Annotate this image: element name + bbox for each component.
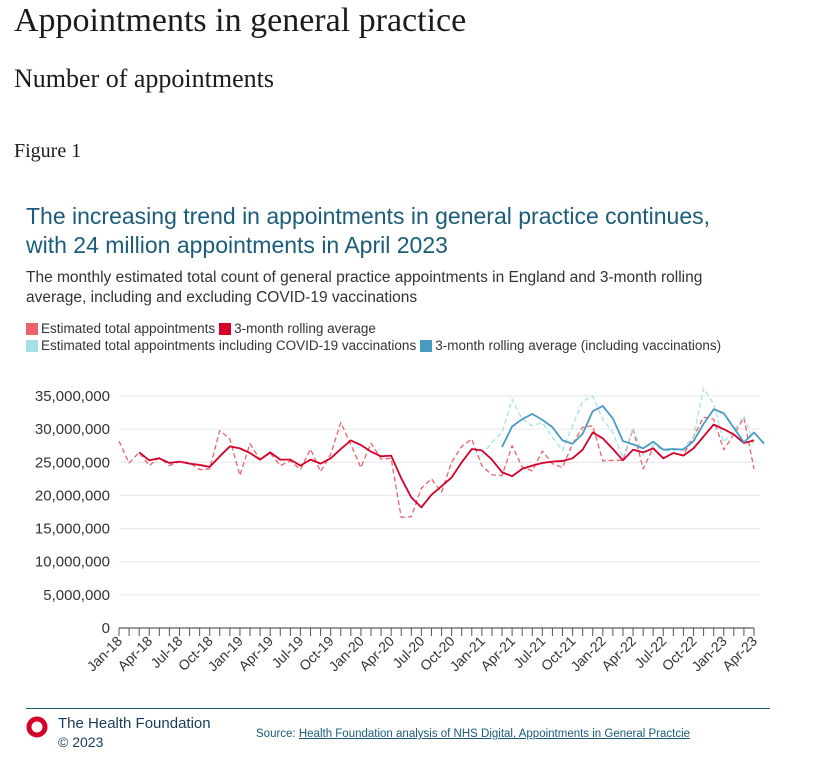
x-tick-label: Apr-19 xyxy=(235,633,276,674)
y-tick-label: 0 xyxy=(102,620,110,637)
legend-item-est-total-vacc[interactable]: Estimated total appointments including C… xyxy=(26,338,416,353)
footer-source-link[interactable]: Health Foundation analysis of NHS Digita… xyxy=(298,728,691,740)
figure-label: Figure 1 xyxy=(14,140,82,162)
legend-label-est-total: Estimated total appointments xyxy=(41,321,216,336)
x-tick-label: Apr-21 xyxy=(477,633,518,674)
page-subtitle: Number of appointments xyxy=(14,64,274,93)
y-tick-label: 30,000,000 xyxy=(35,421,110,438)
y-tick-label: 15,000,000 xyxy=(35,521,110,538)
axis-layer xyxy=(118,627,755,636)
legend-swatch-est-total-vacc xyxy=(26,339,38,352)
legend-item-rolling-avg-vacc[interactable]: 3-month rolling average (including vacci… xyxy=(420,338,721,353)
legend-label-est-total-vacc: Estimated total appointments including C… xyxy=(41,338,417,353)
y-tick-label: 10,000,000 xyxy=(35,554,110,571)
series-line-rolling-avg xyxy=(138,423,755,509)
footer-divider xyxy=(26,708,770,709)
label-layer: 0 5,000,000 10,000,000 15,000,000 20,000,000… xyxy=(35,388,760,674)
legend-swatch-est-total xyxy=(26,322,38,335)
legend-item-rolling-avg[interactable]: 3-month rolling average xyxy=(219,321,376,336)
legend-row-2: Estimated total appointments including C… xyxy=(26,338,725,353)
legend-label-rolling-avg: 3-month rolling average xyxy=(234,321,376,336)
series-line-rolling-avg-vacc xyxy=(501,405,765,451)
footer-source-label: Source: xyxy=(256,728,296,740)
chart-title: The increasing trend in appointments in … xyxy=(26,203,711,258)
x-tick-label: Apr-20 xyxy=(356,633,397,674)
footer-source: Source: Health Foundation analysis of NH… xyxy=(256,728,690,740)
footer-organisation: The Health Foundation xyxy=(58,715,211,732)
y-tick-label: 25,000,000 xyxy=(35,454,110,471)
x-tick-label: Apr-23 xyxy=(719,633,760,674)
page-title: Appointments in general practice xyxy=(14,2,467,39)
health-foundation-logo-icon xyxy=(26,716,48,738)
x-tick-label: Apr-22 xyxy=(598,633,639,674)
chart-subtitle: The monthly estimated total count of gen… xyxy=(26,269,703,306)
legend-row-1: Estimated total appointments 3-month rol… xyxy=(26,321,380,336)
legend-item-est-total[interactable]: Estimated total appointments xyxy=(26,321,215,336)
y-tick-label: 20,000,000 xyxy=(35,487,110,504)
x-tick-label: Apr-18 xyxy=(114,633,155,674)
line-chart: 0 5,000,000 10,000,000 15,000,000 20,000,000… xyxy=(35,387,765,674)
legend-swatch-rolling-avg xyxy=(219,322,232,335)
legend-label-rolling-avg-vacc: 3-month rolling average (including vacci… xyxy=(435,338,722,353)
legend-swatch-rolling-avg-vacc xyxy=(420,339,433,352)
y-tick-label: 5,000,000 xyxy=(43,587,110,604)
series-line-est-total xyxy=(118,416,755,518)
grid-layer xyxy=(119,395,760,596)
footer-copyright: © 2023 xyxy=(58,734,104,750)
y-tick-label: 35,000,000 xyxy=(35,388,110,405)
series-layer xyxy=(118,387,765,518)
series-line-est-total-vacc xyxy=(481,387,755,459)
